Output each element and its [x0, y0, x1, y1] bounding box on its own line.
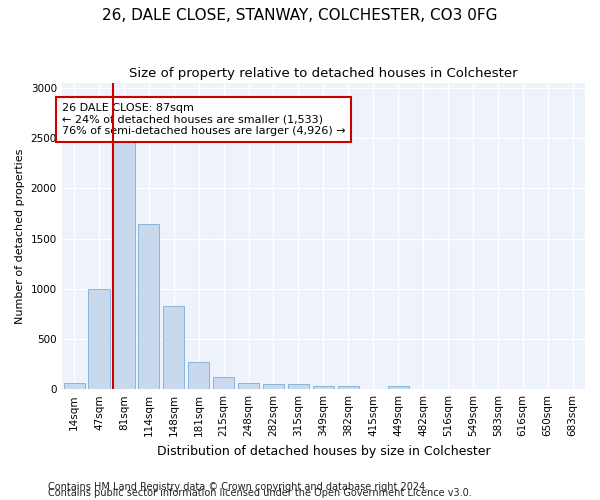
Bar	[263, 384, 284, 389]
Bar	[138, 224, 160, 389]
Bar	[362, 388, 384, 389]
Bar	[188, 362, 209, 389]
Bar	[88, 289, 110, 389]
Text: Contains HM Land Registry data © Crown copyright and database right 2024.: Contains HM Land Registry data © Crown c…	[48, 482, 428, 492]
Text: 26, DALE CLOSE, STANWAY, COLCHESTER, CO3 0FG: 26, DALE CLOSE, STANWAY, COLCHESTER, CO3…	[102, 8, 498, 22]
Bar	[64, 383, 85, 389]
Bar	[288, 384, 309, 389]
Title: Size of property relative to detached houses in Colchester: Size of property relative to detached ho…	[129, 68, 518, 80]
Bar	[338, 386, 359, 389]
Y-axis label: Number of detached properties: Number of detached properties	[15, 148, 25, 324]
Bar	[163, 306, 184, 389]
X-axis label: Distribution of detached houses by size in Colchester: Distribution of detached houses by size …	[157, 444, 490, 458]
Text: 26 DALE CLOSE: 87sqm
← 24% of detached houses are smaller (1,533)
76% of semi-de: 26 DALE CLOSE: 87sqm ← 24% of detached h…	[62, 103, 345, 136]
Bar	[388, 386, 409, 389]
Bar	[213, 376, 234, 389]
Bar	[238, 383, 259, 389]
Bar	[113, 140, 134, 389]
Bar	[313, 386, 334, 389]
Text: Contains public sector information licensed under the Open Government Licence v3: Contains public sector information licen…	[48, 488, 472, 498]
